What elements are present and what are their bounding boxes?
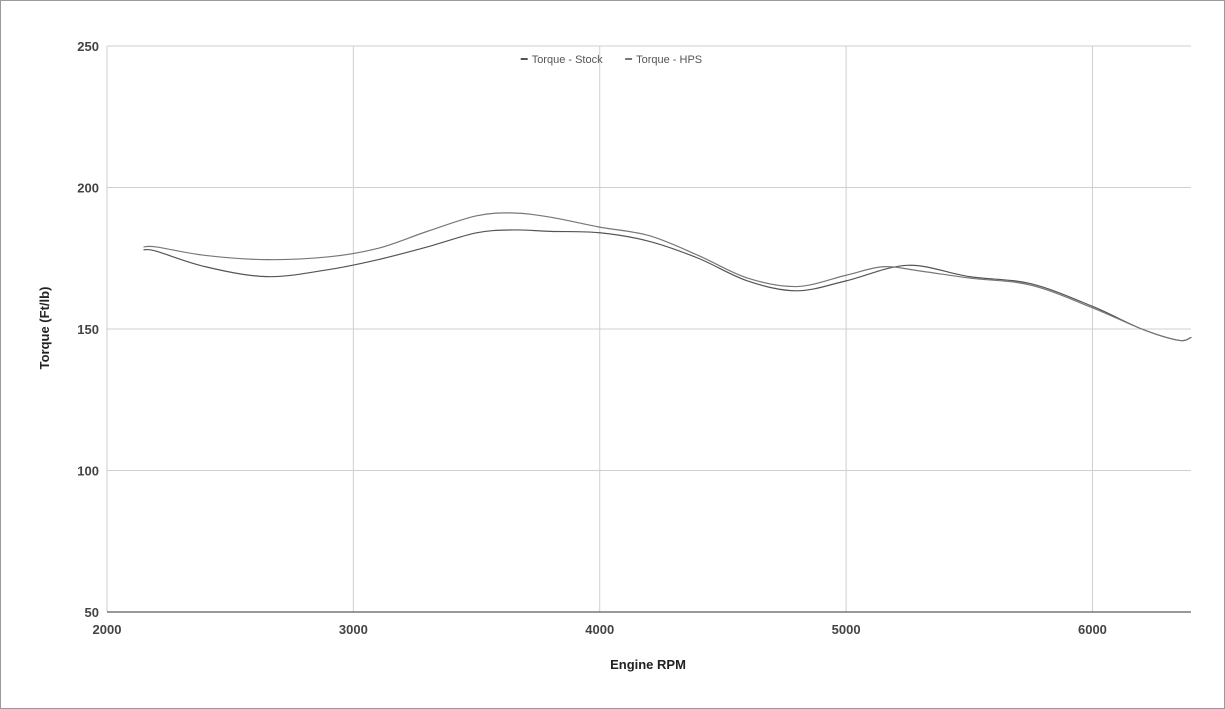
series-line-hps	[143, 212, 1192, 342]
legend: Torque - Stock Torque - HPS	[520, 54, 702, 66]
y-axis-title: Torque (Ft/lb)	[37, 287, 52, 370]
y-tick-label: 200	[77, 181, 99, 196]
series-line-stock	[143, 229, 1192, 342]
legend-label: Torque - Stock	[532, 54, 603, 66]
x-tick-label: 4000	[585, 622, 614, 637]
grid	[106, 45, 1191, 613]
y-tick-label: 250	[77, 39, 99, 54]
series-layer	[143, 212, 1192, 342]
legend-label: Torque - HPS	[636, 54, 702, 66]
legend-item: Torque - Stock	[520, 54, 603, 66]
x-tick-label: 5000	[832, 622, 861, 637]
legend-item: Torque - HPS	[625, 54, 702, 66]
x-axis-title: Engine RPM	[610, 657, 686, 672]
x-tick-label: 6000	[1078, 622, 1107, 637]
axes: 50 100 150 200 250 2000 3000 4000 5000 6000	[77, 39, 1191, 637]
y-tick-label: 100	[77, 464, 99, 479]
y-tick-label: 150	[77, 322, 99, 337]
x-tick-label: 3000	[339, 622, 368, 637]
x-tick-label: 2000	[93, 622, 122, 637]
y-tick-label: 50	[85, 605, 99, 620]
